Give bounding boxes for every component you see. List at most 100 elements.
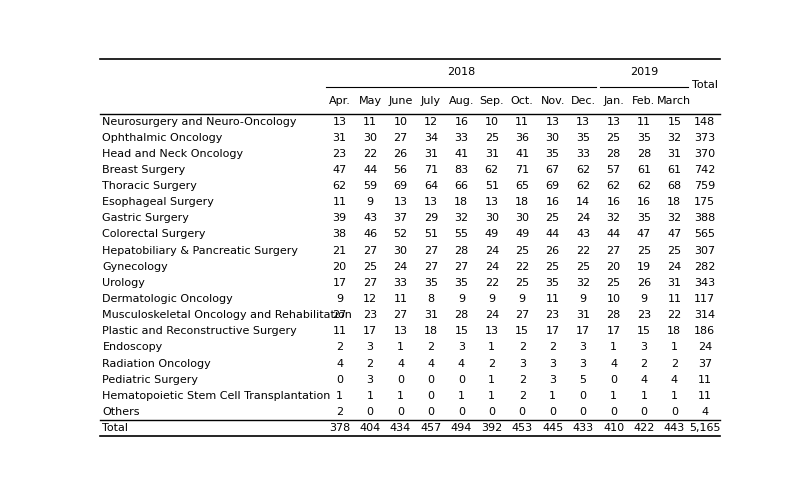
Text: 0: 0 xyxy=(366,407,374,417)
Text: 0: 0 xyxy=(610,375,617,385)
Text: 44: 44 xyxy=(363,165,378,175)
Text: Radiation Oncology: Radiation Oncology xyxy=(102,359,211,368)
Text: 25: 25 xyxy=(576,262,590,272)
Text: 46: 46 xyxy=(363,229,377,240)
Text: 443: 443 xyxy=(664,423,685,433)
Text: 9: 9 xyxy=(366,197,374,207)
Text: 15: 15 xyxy=(667,117,682,126)
Text: 0: 0 xyxy=(549,407,556,417)
Text: Colorectal Surgery: Colorectal Surgery xyxy=(102,229,206,240)
Text: 28: 28 xyxy=(606,149,621,159)
Text: Musculoskeletal Oncology and Rehabilitation: Musculoskeletal Oncology and Rehabilitat… xyxy=(102,310,352,320)
Text: 35: 35 xyxy=(576,133,590,143)
Text: 22: 22 xyxy=(576,245,590,256)
Text: 67: 67 xyxy=(546,165,560,175)
Text: 24: 24 xyxy=(485,262,499,272)
Text: 3: 3 xyxy=(579,343,586,352)
Text: 28: 28 xyxy=(606,310,621,320)
Text: 64: 64 xyxy=(424,181,438,191)
Text: 422: 422 xyxy=(634,423,654,433)
Text: 35: 35 xyxy=(637,213,651,223)
Text: 71: 71 xyxy=(515,165,530,175)
Text: Esophageal Surgery: Esophageal Surgery xyxy=(102,197,214,207)
Text: 52: 52 xyxy=(394,229,407,240)
Text: 11: 11 xyxy=(333,197,346,207)
Text: Dec.: Dec. xyxy=(570,97,596,106)
Text: 23: 23 xyxy=(363,310,377,320)
Text: 1: 1 xyxy=(458,391,465,401)
Text: Hematopoietic Stem Cell Transplantation: Hematopoietic Stem Cell Transplantation xyxy=(102,391,331,401)
Text: 35: 35 xyxy=(637,133,651,143)
Text: Hepatobiliary & Pancreatic Surgery: Hepatobiliary & Pancreatic Surgery xyxy=(102,245,298,256)
Text: 31: 31 xyxy=(333,133,346,143)
Text: 34: 34 xyxy=(424,133,438,143)
Text: 22: 22 xyxy=(667,310,682,320)
Text: 37: 37 xyxy=(698,359,712,368)
Text: 62: 62 xyxy=(576,165,590,175)
Text: 30: 30 xyxy=(394,245,407,256)
Text: 373: 373 xyxy=(694,133,715,143)
Text: 392: 392 xyxy=(481,423,502,433)
Text: 35: 35 xyxy=(546,278,560,288)
Text: 18: 18 xyxy=(667,197,682,207)
Text: 28: 28 xyxy=(454,310,469,320)
Text: 25: 25 xyxy=(546,213,560,223)
Text: 41: 41 xyxy=(515,149,530,159)
Text: 0: 0 xyxy=(579,391,586,401)
Text: 11: 11 xyxy=(394,294,407,304)
Text: 410: 410 xyxy=(603,423,624,433)
Text: 17: 17 xyxy=(606,326,621,336)
Text: 11: 11 xyxy=(637,117,651,126)
Text: 68: 68 xyxy=(667,181,682,191)
Text: 494: 494 xyxy=(450,423,472,433)
Text: 0: 0 xyxy=(641,407,647,417)
Text: 47: 47 xyxy=(637,229,651,240)
Text: 24: 24 xyxy=(485,245,499,256)
Text: 3: 3 xyxy=(518,359,526,368)
Text: 378: 378 xyxy=(329,423,350,433)
Text: 2: 2 xyxy=(336,343,343,352)
Text: 4: 4 xyxy=(397,359,404,368)
Text: Breast Surgery: Breast Surgery xyxy=(102,165,186,175)
Text: 5,165: 5,165 xyxy=(689,423,721,433)
Text: 0: 0 xyxy=(397,375,404,385)
Text: 33: 33 xyxy=(394,278,407,288)
Text: 0: 0 xyxy=(610,407,617,417)
Text: 30: 30 xyxy=(485,213,498,223)
Text: Pediatric Surgery: Pediatric Surgery xyxy=(102,375,198,385)
Text: 11: 11 xyxy=(515,117,530,126)
Text: Others: Others xyxy=(102,407,140,417)
Text: 26: 26 xyxy=(394,149,407,159)
Text: 47: 47 xyxy=(333,165,346,175)
Text: 434: 434 xyxy=(390,423,411,433)
Text: 44: 44 xyxy=(546,229,560,240)
Text: 15: 15 xyxy=(515,326,530,336)
Text: 31: 31 xyxy=(576,310,590,320)
Text: 0: 0 xyxy=(397,407,404,417)
Text: 27: 27 xyxy=(363,278,378,288)
Text: 9: 9 xyxy=(488,294,495,304)
Text: 2: 2 xyxy=(366,359,374,368)
Text: 9: 9 xyxy=(579,294,586,304)
Text: Total: Total xyxy=(102,423,129,433)
Text: 3: 3 xyxy=(366,375,374,385)
Text: 9: 9 xyxy=(518,294,526,304)
Text: 49: 49 xyxy=(515,229,530,240)
Text: 25: 25 xyxy=(606,133,621,143)
Text: 28: 28 xyxy=(454,245,469,256)
Text: 4: 4 xyxy=(702,407,708,417)
Text: 30: 30 xyxy=(546,133,560,143)
Text: 0: 0 xyxy=(427,375,434,385)
Text: 11: 11 xyxy=(333,326,346,336)
Text: 370: 370 xyxy=(694,149,715,159)
Text: 282: 282 xyxy=(694,262,715,272)
Text: 0: 0 xyxy=(336,375,343,385)
Text: 16: 16 xyxy=(546,197,560,207)
Text: Thoracic Surgery: Thoracic Surgery xyxy=(102,181,198,191)
Text: 44: 44 xyxy=(606,229,621,240)
Text: 27: 27 xyxy=(363,245,378,256)
Text: 25: 25 xyxy=(667,245,682,256)
Text: 0: 0 xyxy=(458,407,465,417)
Text: 13: 13 xyxy=(394,197,407,207)
Text: 388: 388 xyxy=(694,213,715,223)
